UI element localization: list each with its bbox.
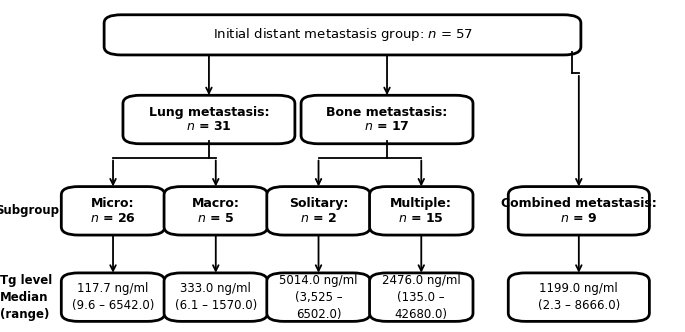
- Text: $\mathit{n}$ = 17: $\mathit{n}$ = 17: [364, 120, 410, 133]
- FancyBboxPatch shape: [62, 187, 164, 235]
- Text: $\mathit{n}$ = 31: $\mathit{n}$ = 31: [186, 120, 232, 133]
- Text: 117.7 ng/ml
(9.6 – 6542.0): 117.7 ng/ml (9.6 – 6542.0): [72, 282, 154, 312]
- FancyBboxPatch shape: [266, 187, 370, 235]
- Text: Solitary:: Solitary:: [289, 197, 348, 210]
- FancyBboxPatch shape: [123, 95, 295, 144]
- Text: Micro:: Micro:: [91, 197, 135, 210]
- Text: 2476.0 ng/ml
(135.0 –
42680.0): 2476.0 ng/ml (135.0 – 42680.0): [382, 274, 460, 321]
- FancyBboxPatch shape: [62, 273, 164, 321]
- Text: Initial distant metastasis group: $\mathit{n}$ = 57: Initial distant metastasis group: $\math…: [213, 26, 472, 43]
- FancyBboxPatch shape: [301, 95, 473, 144]
- Text: $\mathit{n}$ = 2: $\mathit{n}$ = 2: [300, 211, 337, 225]
- Text: 1199.0 ng/ml
(2.3 – 8666.0): 1199.0 ng/ml (2.3 – 8666.0): [538, 282, 620, 312]
- Text: 333.0 ng/ml
(6.1 – 1570.0): 333.0 ng/ml (6.1 – 1570.0): [175, 282, 257, 312]
- Text: Multiple:: Multiple:: [390, 197, 452, 210]
- Text: Lung metastasis:: Lung metastasis:: [149, 106, 269, 119]
- Text: Combined metastasis:: Combined metastasis:: [501, 197, 657, 210]
- Text: $\mathit{n}$ = 5: $\mathit{n}$ = 5: [197, 211, 234, 225]
- Text: Subgroup: Subgroup: [0, 204, 60, 217]
- FancyBboxPatch shape: [508, 187, 649, 235]
- Text: Bone metastasis:: Bone metastasis:: [326, 106, 448, 119]
- Text: $\mathit{n}$ = 9: $\mathit{n}$ = 9: [560, 211, 597, 225]
- FancyBboxPatch shape: [370, 273, 473, 321]
- Text: $\mathit{n}$ = 26: $\mathit{n}$ = 26: [90, 211, 136, 225]
- FancyBboxPatch shape: [164, 273, 267, 321]
- Text: 5014.0 ng/ml
(3,525 –
6502.0): 5014.0 ng/ml (3,525 – 6502.0): [279, 274, 358, 321]
- FancyBboxPatch shape: [266, 273, 370, 321]
- FancyBboxPatch shape: [370, 187, 473, 235]
- FancyBboxPatch shape: [104, 15, 581, 55]
- Text: $\mathit{n}$ = 15: $\mathit{n}$ = 15: [399, 211, 444, 225]
- Text: Tg level
Median
(range): Tg level Median (range): [0, 274, 52, 321]
- FancyBboxPatch shape: [164, 187, 267, 235]
- FancyBboxPatch shape: [508, 273, 649, 321]
- Text: Macro:: Macro:: [192, 197, 240, 210]
